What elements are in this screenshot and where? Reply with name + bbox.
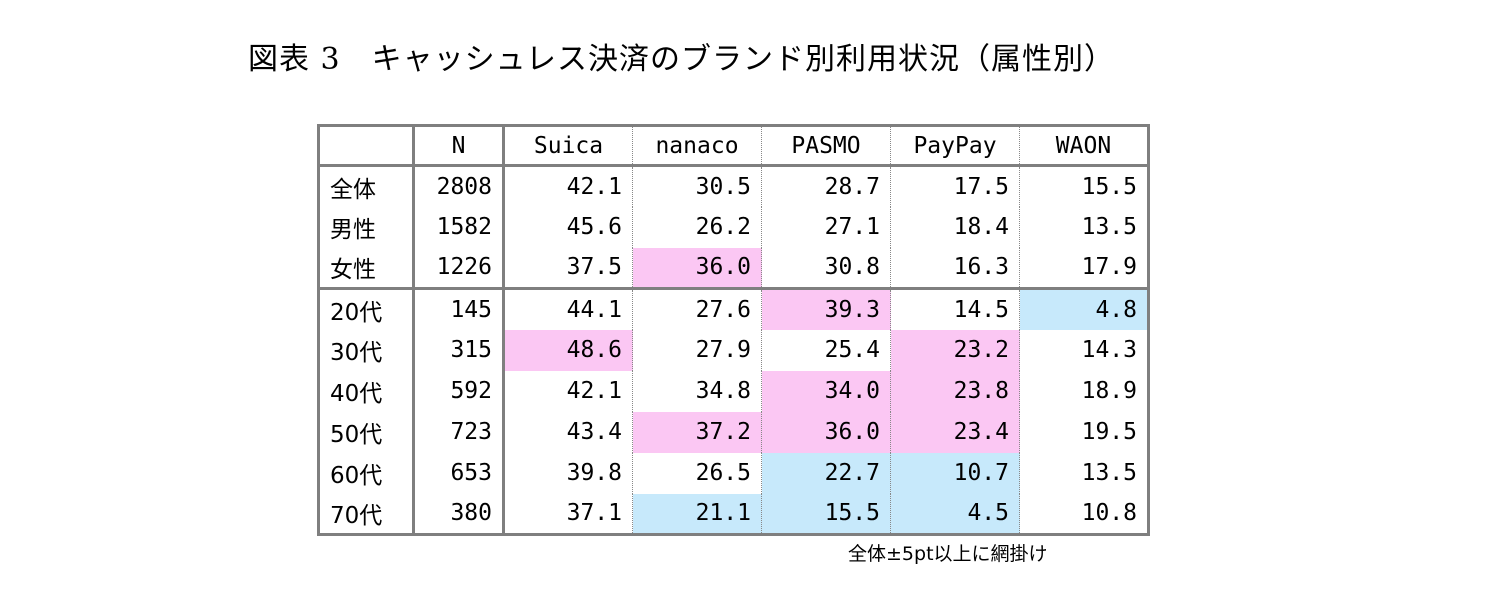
row-label: 70代 <box>318 493 415 535</box>
cell-paypay: 16.3 <box>890 247 1020 289</box>
cell-pasmo: 30.8 <box>761 247 891 289</box>
cell-nanaco: 37.2 <box>632 411 762 453</box>
table-row: 男性 1582 45.6 26.2 27.1 18.4 13.5 <box>318 206 1149 248</box>
footnote: 全体±5pt以上に網掛け <box>848 543 1048 565</box>
row-label: 40代 <box>318 370 415 412</box>
row-n: 653 <box>413 452 505 494</box>
cell-waon: 17.9 <box>1081 254 1137 281</box>
cell-suica: 37.5 <box>503 247 633 289</box>
header-nanaco: nanaco <box>632 125 762 167</box>
header-waon: WAON <box>1019 125 1149 167</box>
brand-usage-table: N Suica nanaco PASMO PayPay WAON 全体 2808 4… <box>317 124 1150 536</box>
cell-nanaco: 34.8 <box>632 370 762 412</box>
header-pasmo: PASMO <box>761 125 891 167</box>
cell-paypay: 23.2 <box>890 329 1020 371</box>
cell-pasmo: 27.1 <box>761 206 891 248</box>
cell-paypay: 23.4 <box>890 411 1020 453</box>
table-row: 女性 1226 37.5 36.0 30.8 16.3 17.9 <box>318 247 1149 289</box>
cell-nanaco: 27.9 <box>632 329 762 371</box>
cell-nanaco: 26.5 <box>632 452 762 494</box>
row-n: 592 <box>413 370 505 412</box>
cell-nanaco: 30.5 <box>632 165 762 207</box>
cell-pasmo: 34.0 <box>761 370 891 412</box>
row-n: 315 <box>413 329 505 371</box>
cell-pasmo: 28.7 <box>761 165 891 207</box>
cell-nanaco: 27.6 <box>632 287 762 330</box>
table-header-row: N Suica nanaco PASMO PayPay WAON <box>318 125 1149 167</box>
table-row: 40代 592 42.1 34.8 34.0 23.8 18.9 <box>318 370 1149 412</box>
cell-waon: 15.5 <box>1081 173 1137 200</box>
cell-paypay: 14.5 <box>890 287 1020 330</box>
cell-suica: 42.1 <box>503 165 633 207</box>
row-n: 145 <box>413 287 505 330</box>
cell-nanaco: 36.0 <box>632 247 762 289</box>
cell-suica: 44.1 <box>503 287 633 330</box>
row-n: 380 <box>413 493 505 535</box>
table-body: 全体 2808 42.1 30.5 28.7 17.5 15.5 男性 1582 45.6 26.2… <box>318 165 1149 535</box>
cell-waon: 4.8 <box>1019 287 1149 330</box>
cell-suica: 45.6 <box>503 206 633 248</box>
cell-suica: 48.6 <box>503 329 633 371</box>
table-row: 70代 380 37.1 21.1 15.5 4.5 10.8 <box>318 493 1149 535</box>
cell-pasmo: 22.7 <box>761 452 891 494</box>
row-n: 1226 <box>413 247 505 289</box>
cell-waon: 19.5 <box>1081 419 1137 445</box>
cell-waon: 10.8 <box>1081 500 1137 527</box>
cell-paypay: 4.5 <box>890 493 1020 535</box>
header-suica: Suica <box>503 125 633 167</box>
cell-pasmo: 36.0 <box>761 411 891 453</box>
cell-waon: 18.9 <box>1081 378 1137 404</box>
table-row: 20代 145 44.1 27.6 39.3 14.5 4.8 <box>318 287 1149 330</box>
row-n: 1582 <box>413 206 505 248</box>
cell-pasmo: 15.5 <box>761 493 891 535</box>
cell-paypay: 23.8 <box>890 370 1020 412</box>
cell-waon: 13.5 <box>1081 214 1137 240</box>
cell-waon: 14.3 <box>1081 337 1137 363</box>
cell-suica: 37.1 <box>503 493 633 535</box>
row-label: 全体 <box>318 165 415 207</box>
cell-pasmo: 25.4 <box>761 329 891 371</box>
row-label: 20代 <box>318 287 415 330</box>
row-label: 50代 <box>318 411 415 453</box>
row-label: 60代 <box>318 452 415 494</box>
header-paypay: PayPay <box>890 125 1020 167</box>
table-row: 50代 723 43.4 37.2 36.0 23.4 19.5 <box>318 411 1149 453</box>
cell-paypay: 10.7 <box>890 452 1020 494</box>
cell-paypay: 17.5 <box>890 165 1020 207</box>
header-n: N <box>413 125 505 167</box>
cell-nanaco: 26.2 <box>632 206 762 248</box>
row-n: 2808 <box>413 165 505 207</box>
row-n: 723 <box>413 411 505 453</box>
header-attribute <box>318 125 415 167</box>
table-row: 60代 653 39.8 26.5 22.7 10.7 13.5 <box>318 452 1149 494</box>
row-label: 30代 <box>318 329 415 371</box>
cell-pasmo: 39.3 <box>761 287 891 330</box>
cell-suica: 39.8 <box>503 452 633 494</box>
cell-waon: 13.5 <box>1081 460 1137 486</box>
cell-suica: 42.1 <box>503 370 633 412</box>
table-row: 30代 315 48.6 27.9 25.4 23.2 14.3 <box>318 329 1149 371</box>
row-label: 女性 <box>318 247 415 289</box>
cell-suica: 43.4 <box>503 411 633 453</box>
cell-nanaco: 21.1 <box>632 493 762 535</box>
table-row: 全体 2808 42.1 30.5 28.7 17.5 15.5 <box>318 165 1149 207</box>
cell-paypay: 18.4 <box>890 206 1020 248</box>
row-label: 男性 <box>318 206 415 248</box>
page-title: 図表 3 キャッシュレス決済のブランド別利用状況（属性別） <box>248 42 1116 77</box>
